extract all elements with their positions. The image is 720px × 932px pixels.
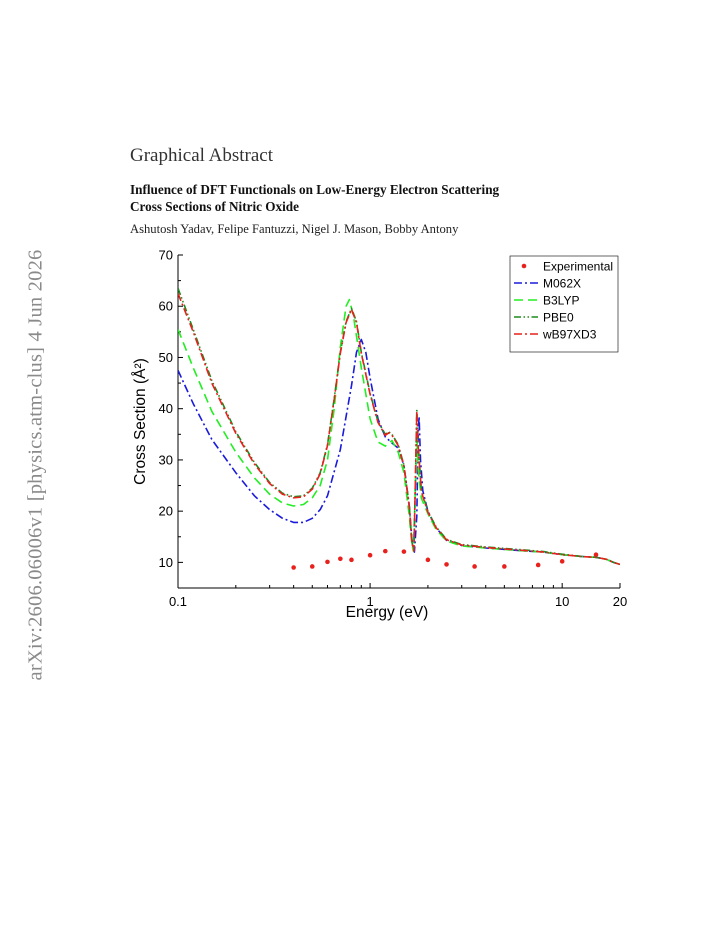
y-tick-label: 20	[159, 504, 173, 519]
x-tick-label: 1	[366, 594, 373, 609]
experimental-point	[367, 552, 373, 558]
arxiv-identifier-stamp: arXiv:2606.06006v1 [physics.atm-clus] 4 …	[24, 249, 47, 681]
x-tick-label: 20	[613, 594, 627, 609]
x-tick-label: 10	[555, 594, 569, 609]
series-line-m062x	[178, 338, 620, 566]
experimental-point	[349, 557, 354, 563]
x-tick-label: 0.1	[169, 594, 187, 609]
experimental-point	[338, 556, 343, 562]
series-line-wb97xd3	[178, 293, 620, 566]
y-tick-label: 60	[159, 299, 173, 314]
experimental-point	[472, 564, 477, 569]
plot-lines	[178, 288, 620, 570]
author-list: Ashutosh Yadav, Felipe Fantuzzi, Nigel J…	[130, 222, 459, 236]
experimental-point	[535, 562, 541, 568]
y-axis-label: Cross Section (Å²)	[132, 358, 149, 485]
legend-label-wb97xd3: wB97XD3	[542, 328, 597, 342]
y-tick-label: 30	[159, 452, 173, 467]
experimental-point	[425, 557, 431, 563]
legend-marker-experimental	[521, 263, 527, 269]
experimental-point	[325, 559, 330, 565]
legend-label-pbe0: PBE0	[543, 311, 574, 325]
cross-section-figure: 10 20 30 40 50 60 70 0.1 1 10 20 Energy (eV) Cross S…	[125, 245, 635, 625]
experimental-point	[382, 548, 388, 554]
paper-title-line-2: Cross Sections of Nitric Oxide	[130, 199, 299, 214]
y-tick-label: 50	[159, 350, 173, 365]
paper-title: Influence of DFT Functionals on Low-Ener…	[130, 181, 650, 215]
y-tick-label: 10	[159, 555, 173, 570]
legend-label-b3lyp: B3LYP	[543, 294, 579, 308]
experimental-point	[309, 564, 315, 569]
experimental-point	[559, 559, 565, 564]
paper-title-line-1: Influence of DFT Functionals on Low-Ener…	[130, 182, 500, 197]
section-heading: Graphical Abstract	[130, 145, 273, 166]
experimental-point	[401, 549, 407, 554]
x-axis-label: Energy (eV)	[346, 604, 429, 621]
legend: Experimental M062X B3LYP PBE0 wB97XD3	[509, 255, 619, 353]
legend-label-experimental: Experimental	[543, 260, 613, 274]
legend-box	[509, 255, 619, 353]
legend-label-m062x: M062X	[543, 277, 581, 291]
y-tick-label: 70	[159, 248, 173, 263]
experimental-point	[593, 552, 599, 557]
experimental-point	[502, 564, 507, 569]
experimental-point	[291, 565, 296, 570]
cross-section-chart: 10 20 30 40 50 60 70 0.1 1 10 20 Energy (eV) Cross S…	[132, 248, 627, 622]
experimental-point	[444, 562, 449, 567]
series-line-b3lyp	[178, 298, 620, 566]
y-tick-label: 40	[159, 401, 173, 416]
